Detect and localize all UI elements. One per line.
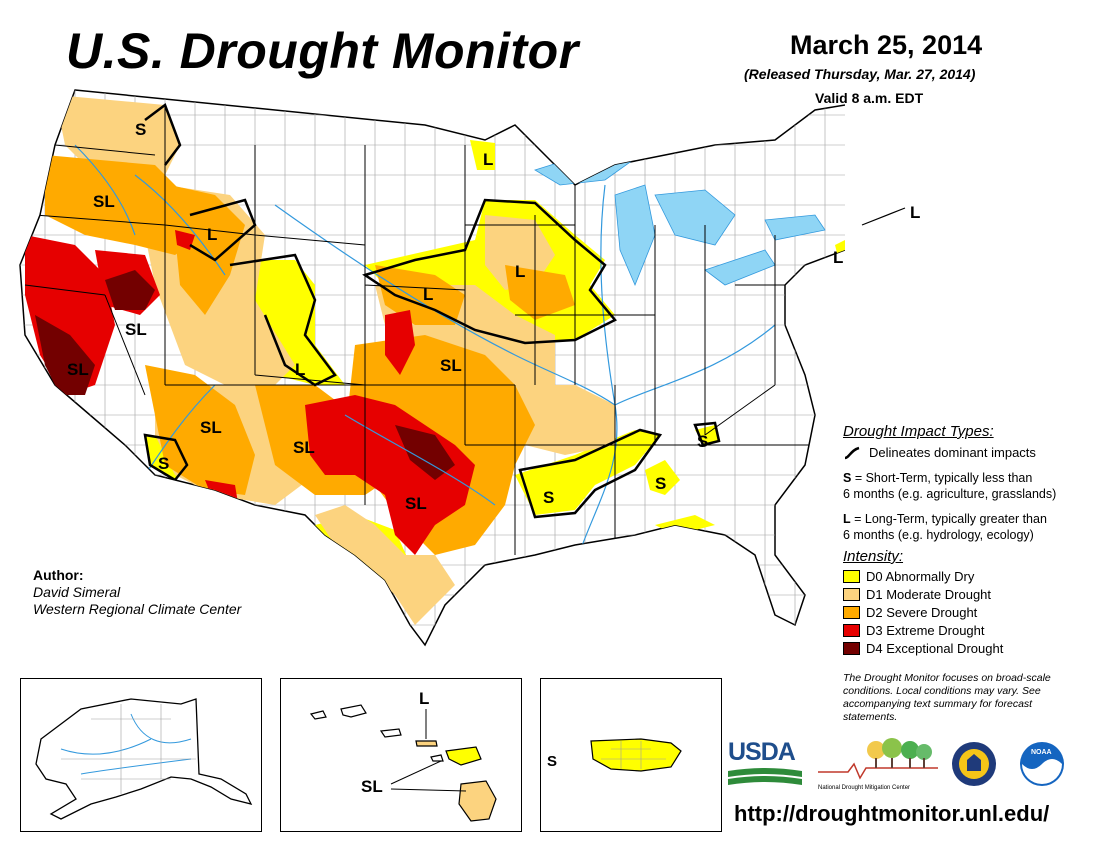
label-s-arkansas: S (543, 488, 554, 507)
label-l-nebraska: L (423, 285, 433, 304)
long-term-definition: L = Long-Term, typically greater than 6 … (843, 511, 1047, 543)
label-sl-california: SL (67, 360, 89, 379)
usda-swoosh-icon (728, 768, 802, 785)
disclaimer-note: The Drought Monitor focuses on broad-sca… (843, 672, 1051, 723)
newengland-leader-line (861, 207, 906, 226)
hawaii-inset: L SL (280, 678, 522, 832)
hawaii-label-sl: SL (361, 777, 383, 796)
alaska-map (35, 698, 253, 820)
legend-label-d2: D2 Severe Drought (866, 605, 978, 620)
hawaii-map (309, 704, 497, 822)
puerto-rico-inset: S (540, 678, 722, 832)
legend-swatch-d2 (843, 606, 860, 619)
legend-label-d3: D3 Extreme Drought (866, 623, 985, 638)
puerto-rico-map (590, 738, 682, 772)
website-url[interactable]: http://droughtmonitor.unl.edu/ (734, 801, 1050, 826)
legend-d4: D4 Exceptional Drought (843, 641, 1003, 656)
legend-d2: D2 Severe Drought (843, 605, 977, 620)
legend-d1: D1 Moderate Drought (843, 587, 991, 602)
legend-swatch-d1 (843, 588, 860, 601)
l-line2: 6 months (e.g. hydrology, ecology) (843, 528, 1034, 542)
label-sl-arizona: SL (200, 418, 222, 437)
release-date: (Released Thursday, Mar. 27, 2014) (744, 66, 976, 82)
legend-label-d0: D0 Abnormally Dry (866, 569, 975, 584)
map-title: U.S. Drought Monitor (66, 23, 579, 79)
map-date: March 25, 2014 (790, 30, 983, 60)
ndmc-logo: National Drought Mitigation Center (818, 736, 938, 792)
label-sl-oregon: SL (93, 192, 115, 211)
label-l-iowa: L (515, 262, 525, 281)
label-sl-nevada: SL (125, 320, 147, 339)
label-s-arizona: S (158, 454, 169, 473)
ndmc-tree-icon (818, 738, 938, 780)
impact-types-heading: Drought Impact Types: (843, 423, 994, 440)
legend-d0: D0 Abnormally Dry (843, 569, 974, 584)
alaska-inset (20, 678, 262, 832)
short-term-definition: S = Short-Term, typically less than 6 mo… (843, 470, 1056, 502)
delineation-line-icon (844, 446, 860, 459)
legend-label-d1: D1 Moderate Drought (866, 587, 992, 602)
label-l-maine: L (910, 203, 921, 222)
delineates-row: Delineates dominant impacts (843, 445, 1036, 460)
label-sl-kansas: SL (440, 356, 462, 375)
pr-label-s: S (547, 753, 558, 770)
legend-swatch-d0 (843, 570, 860, 583)
noaa-seal-icon (1020, 742, 1064, 786)
s-line1: = Short-Term, typically less than (851, 471, 1033, 485)
legend-d3: D3 Extreme Drought (843, 623, 985, 638)
impact-delineation-lines (143, 102, 721, 519)
label-s-georgia: S (655, 474, 666, 493)
noaa-logo: NOAA (1018, 740, 1066, 793)
label-sl-texas: SL (405, 494, 427, 513)
noaa-wordmark: NOAA (1031, 749, 1052, 756)
label-l-idaho: L (207, 225, 217, 244)
author-label: Author: (33, 567, 84, 583)
legend-swatch-d3 (843, 624, 860, 637)
author-block: Author: David Simeral Western Regional C… (33, 567, 241, 618)
commerce-seal-icon (952, 742, 996, 786)
usda-wordmark: USDA (728, 738, 796, 766)
usda-logo: USDA (728, 738, 804, 792)
legend-swatch-d4 (843, 642, 860, 655)
valid-time: Valid 8 a.m. EDT (815, 90, 924, 106)
l-key: L (843, 512, 851, 526)
label-s-northwest: S (135, 120, 146, 139)
legend-label-d4: D4 Exceptional Drought (866, 641, 1004, 656)
label-s-carolina: S (697, 432, 708, 451)
author-name: David Simeral (33, 584, 121, 600)
intensity-heading: Intensity: (843, 548, 904, 565)
label-sl-newmexico: SL (293, 438, 315, 457)
hawaii-label-l: L (419, 689, 430, 708)
agency-logos: USDA National Drought Mitigation Center … (728, 736, 1088, 796)
conus-drought-map: S SL L SL SL SL S L SL SL L L SL L S S S… (19, 89, 845, 647)
s-line2: 6 months (e.g. agriculture, grasslands) (843, 487, 1057, 501)
author-org: Western Regional Climate Center (33, 601, 242, 617)
d4-exceptional-drought-areas (35, 270, 455, 480)
delineates-text: Delineates dominant impacts (869, 445, 1036, 460)
label-l-minnesota: L (483, 150, 493, 169)
ndmc-text: National Drought Mitigation Center (818, 785, 911, 791)
label-l-colorado: L (295, 360, 305, 379)
s-key: S (843, 471, 852, 485)
l-line1: = Long-Term, typically greater than (850, 512, 1047, 526)
label-l-newyork: L (833, 248, 843, 267)
